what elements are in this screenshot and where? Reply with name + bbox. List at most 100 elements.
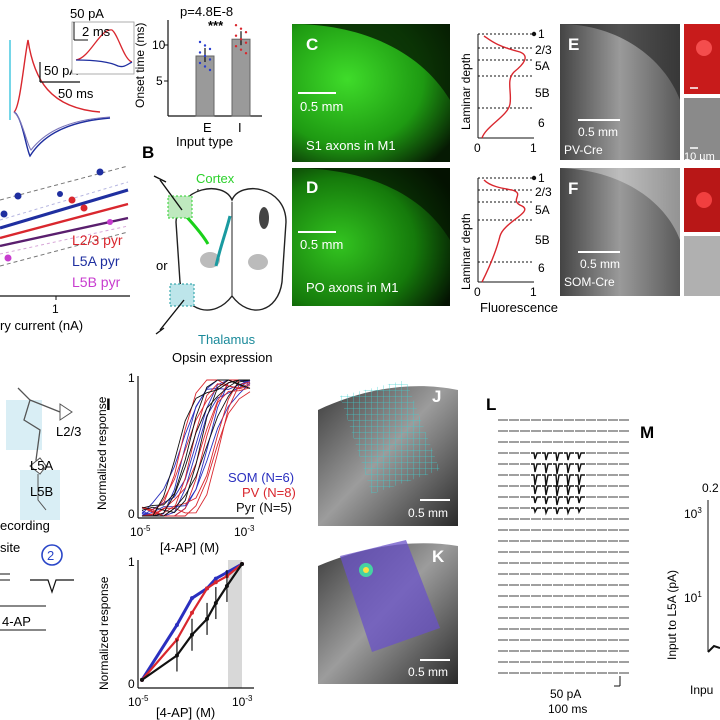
cortex-label: Cortex bbox=[196, 171, 235, 186]
panel-label-m: M bbox=[640, 423, 654, 442]
laminar-d-x1: 1 bbox=[530, 285, 537, 299]
l-trace bbox=[564, 452, 574, 461]
panel-label-i: I bbox=[106, 395, 111, 414]
onset-dot bbox=[198, 51, 202, 54]
panel-l-traces: L 50 pA 100 ms bbox=[486, 395, 629, 716]
panel-j-grid bbox=[340, 380, 440, 494]
i-bottom-point bbox=[140, 677, 144, 682]
i-top-xlabel: [4-AP] (M) bbox=[160, 540, 219, 555]
laminar-d-5b: 5B bbox=[535, 233, 550, 247]
l-trace bbox=[564, 507, 574, 516]
scale-inset-ms: 2 ms bbox=[82, 24, 111, 39]
scatter-panel: 1 ry current (nA) L2/3 pyr L5A pyr L5B p… bbox=[0, 165, 130, 333]
onset-dot bbox=[239, 48, 243, 51]
onset-dot bbox=[239, 27, 243, 30]
l-trace bbox=[564, 463, 574, 474]
i-bottom-xtick-hi: 10-3 bbox=[232, 694, 253, 709]
i-top-trace bbox=[141, 381, 251, 517]
m-tick-hi: 103 bbox=[684, 506, 702, 521]
l-trace bbox=[575, 507, 585, 515]
scatter-xtick: 1 bbox=[52, 302, 59, 316]
panel-f-caption: SOM-Cre bbox=[564, 275, 615, 289]
i-bottom-lines bbox=[140, 562, 244, 682]
laminar-c-5a: 5A bbox=[535, 59, 550, 73]
panel-k-scale: 0.5 mm bbox=[408, 665, 448, 679]
l-trace bbox=[542, 496, 552, 505]
i-top-trace bbox=[141, 379, 251, 513]
l-trace bbox=[553, 474, 563, 488]
panel-e-red-inset bbox=[684, 24, 720, 94]
laminar-c-x1: 1 bbox=[530, 141, 537, 155]
l-trace bbox=[553, 463, 563, 475]
onset-bar-chart: p=4.8E-8 *** 10 5 Onset time (ms) E I In… bbox=[133, 4, 262, 149]
h-ap: 4-AP bbox=[2, 614, 31, 629]
panel-label-d: D bbox=[306, 178, 318, 197]
onset-dot bbox=[244, 52, 248, 55]
thalamus-label: Thalamus bbox=[198, 332, 256, 347]
scatter-point bbox=[80, 204, 88, 212]
l-trace bbox=[575, 485, 585, 495]
panel-label-b: B bbox=[142, 143, 154, 162]
laminar-d-x0: 0 bbox=[474, 285, 481, 299]
onset-dot bbox=[203, 44, 207, 47]
i-legend-pyr: Pyr (N=5) bbox=[236, 500, 292, 515]
onset-bar-e bbox=[195, 55, 215, 117]
legend-l23: L2/3 pyr bbox=[72, 232, 123, 248]
scatter-xlabel: ry current (nA) bbox=[0, 318, 83, 333]
laminar-d-1: 1 bbox=[538, 171, 545, 185]
brain-spot bbox=[259, 207, 269, 229]
panel-label-l: L bbox=[486, 395, 496, 414]
onset-dot bbox=[208, 47, 212, 51]
i-bottom-point bbox=[224, 583, 229, 588]
m-top-tick: 0.2 bbox=[702, 481, 719, 495]
panel-m: M 0.2 103 101 Input to L5A (pA) Inpu bbox=[640, 423, 720, 697]
laminar-d-6: 6 bbox=[538, 261, 545, 275]
i-bottom-point bbox=[213, 601, 218, 606]
scatter-point bbox=[96, 168, 104, 176]
laminar-profile-d: Laminar depth 1 2/3 5A 5B 6 0 1 Fluoresc… bbox=[459, 171, 558, 315]
onset-dot bbox=[234, 34, 238, 37]
onset-dot bbox=[239, 38, 243, 41]
legend-l5b: L5B pyr bbox=[72, 274, 121, 290]
l-trace bbox=[531, 463, 541, 473]
laminar-d-23: 2/3 bbox=[535, 185, 552, 199]
l-trace bbox=[564, 485, 574, 496]
i-bottom-point bbox=[174, 653, 179, 658]
i-bottom-point bbox=[190, 632, 194, 637]
panel-i-bottom-chart: Normalized response 1 0 10-5 10-3 [4-AP]… bbox=[97, 555, 254, 720]
laminar-ylabel-d: Laminar depth bbox=[459, 213, 473, 290]
l-trace bbox=[531, 496, 541, 504]
laminar-profile-c: Laminar depth 1 2/3 5A 5B 6 0 1 bbox=[459, 27, 552, 155]
panel-j: J 0.5 mm bbox=[318, 374, 458, 526]
l-trace bbox=[542, 452, 552, 461]
i-bottom-ytick-1: 1 bbox=[128, 555, 135, 569]
l-trace bbox=[553, 507, 563, 515]
onset-dot bbox=[208, 58, 212, 61]
i-legend-som: SOM (N=6) bbox=[228, 470, 294, 485]
panel-label-e: E bbox=[568, 35, 579, 54]
fluorescence-xlabel: Fluorescence bbox=[480, 300, 558, 315]
thalamus-right bbox=[248, 254, 268, 270]
panel-f-scale: 0.5 mm bbox=[580, 257, 620, 271]
panel-e-small-scale: 10 µm bbox=[684, 151, 715, 163]
or-label: or bbox=[156, 258, 168, 273]
panel-e-gray-inset bbox=[684, 98, 720, 160]
l-trace bbox=[553, 452, 563, 462]
scatter-point bbox=[4, 254, 12, 262]
scatter-point bbox=[57, 191, 63, 197]
l-trace bbox=[542, 507, 552, 516]
panel-label-j: J bbox=[432, 387, 441, 406]
m-ylabel: Input to L5A (pA) bbox=[665, 570, 679, 660]
i-bottom-xtick-lo: 10-5 bbox=[128, 694, 149, 709]
i-bottom-point bbox=[205, 586, 210, 591]
panel-e-caption: PV-Cre bbox=[564, 143, 603, 157]
onset-cat-e: E bbox=[203, 120, 212, 135]
i-bottom-point bbox=[213, 576, 218, 581]
l-trace bbox=[553, 485, 563, 497]
brain-outline bbox=[175, 187, 287, 311]
onset-xlabel: Input type bbox=[176, 134, 233, 149]
i-legend-pv: PV (N=8) bbox=[242, 485, 296, 500]
scatter-point bbox=[14, 192, 22, 200]
i-top-ytick-0: 0 bbox=[128, 507, 135, 521]
